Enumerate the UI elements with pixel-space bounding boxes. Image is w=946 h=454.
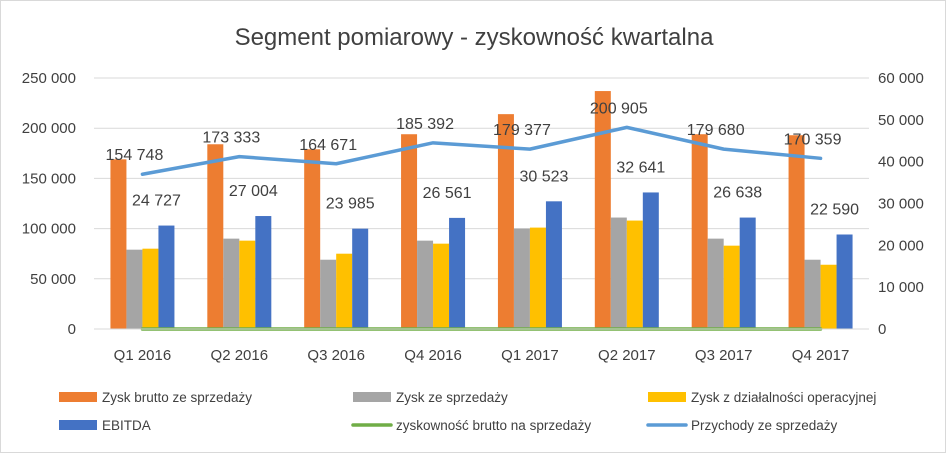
bar xyxy=(320,259,337,329)
data-label: 26 561 xyxy=(423,185,472,202)
bar xyxy=(513,228,530,329)
data-label: 22 590 xyxy=(810,201,859,218)
y-left-tick-label: 200 000 xyxy=(22,120,76,137)
legend-label: Zysk brutto ze sprzedaży xyxy=(102,390,252,405)
bar xyxy=(433,243,450,329)
x-tick-label: Q2 2016 xyxy=(211,347,269,364)
x-tick-label: Q1 2017 xyxy=(501,347,559,364)
bar xyxy=(255,216,272,329)
y-right-tick-label: 30 000 xyxy=(878,196,924,213)
y-right-tick-label: 50 000 xyxy=(878,112,924,129)
data-label: 24 727 xyxy=(132,193,181,210)
bar xyxy=(804,259,821,329)
bar xyxy=(336,253,353,329)
bar xyxy=(158,225,175,329)
chart-title: Segment pomiarowy - zyskowność kwartalna xyxy=(235,24,715,51)
data-label: 30 523 xyxy=(519,168,568,185)
bar xyxy=(449,217,466,329)
bar xyxy=(626,220,643,329)
y-right-tick-label: 10 000 xyxy=(878,279,924,296)
bar xyxy=(239,240,256,329)
series-line xyxy=(140,125,823,176)
bar xyxy=(417,240,434,329)
x-tick-label: Q2 2017 xyxy=(598,347,656,364)
bar xyxy=(610,217,627,329)
legend-label: Zysk ze sprzedaży xyxy=(396,390,508,405)
data-label: 164 671 xyxy=(299,137,357,154)
bar xyxy=(642,192,659,329)
y-right-tick-label: 0 xyxy=(878,321,886,338)
bar xyxy=(529,227,546,329)
legend-swatch xyxy=(648,392,686,402)
bar xyxy=(836,234,853,329)
legend-label: zyskowność brutto na sprzedaży xyxy=(396,418,591,433)
bar xyxy=(110,159,127,329)
bar xyxy=(207,144,224,329)
x-tick-label: Q3 2017 xyxy=(695,347,753,364)
bar xyxy=(723,245,740,329)
bar xyxy=(223,238,240,329)
data-label: 179 680 xyxy=(687,122,745,139)
legend-swatch xyxy=(353,392,391,402)
bar xyxy=(739,217,756,329)
bar xyxy=(497,114,514,329)
data-label: 170 359 xyxy=(784,131,842,148)
bar xyxy=(142,248,159,329)
legend-label: Zysk z działalności operacyjnej xyxy=(691,390,876,405)
legend: Zysk brutto ze sprzedaży Zysk ze sprzedaż… xyxy=(59,390,876,433)
bar xyxy=(545,201,562,329)
data-label: 154 748 xyxy=(106,147,164,164)
data-label: 27 004 xyxy=(229,183,278,200)
x-tick-label: Q1 2016 xyxy=(114,347,172,364)
y-left-tick-label: 0 xyxy=(68,321,76,338)
bar xyxy=(594,91,611,329)
data-label: 185 392 xyxy=(396,116,454,133)
data-label: 26 638 xyxy=(713,185,762,202)
x-tick-label: Q4 2016 xyxy=(404,347,462,364)
bar xyxy=(126,249,143,329)
y-right-tick-label: 20 000 xyxy=(878,237,924,254)
legend-label: EBITDA xyxy=(102,418,151,433)
y-left-tick-label: 150 000 xyxy=(22,170,76,187)
bars xyxy=(110,91,853,329)
bar xyxy=(788,135,805,329)
legend-label: Przychody ze sprzedaży xyxy=(691,418,838,433)
data-label: 23 985 xyxy=(326,196,375,213)
data-label: 32 641 xyxy=(616,159,665,176)
y-right-tick-label: 40 000 xyxy=(878,154,924,171)
y-left-tick-label: 100 000 xyxy=(22,221,76,238)
bar xyxy=(401,134,418,329)
legend-swatch xyxy=(59,420,97,430)
x-tick-label: Q4 2017 xyxy=(792,347,850,364)
data-label: 179 377 xyxy=(493,122,551,139)
data-label: 173 333 xyxy=(202,130,260,147)
bar xyxy=(304,149,321,329)
y-left-tick-label: 250 000 xyxy=(22,70,76,87)
bar xyxy=(691,134,708,329)
data-label: 200 905 xyxy=(590,100,648,117)
axes: 0 50 000 100 000 150 000 200 000 250 000 0 10 0… xyxy=(22,70,924,364)
bar xyxy=(707,238,724,329)
bar xyxy=(352,228,369,329)
data-labels: 154 748 173 333 164 671 185 392 179 377 200 9… xyxy=(106,100,860,218)
legend-swatch xyxy=(59,392,97,402)
y-right-tick-label: 60 000 xyxy=(878,70,924,87)
y-left-tick-label: 50 000 xyxy=(30,271,76,288)
x-tick-label: Q3 2016 xyxy=(307,347,365,364)
bar xyxy=(820,264,837,329)
